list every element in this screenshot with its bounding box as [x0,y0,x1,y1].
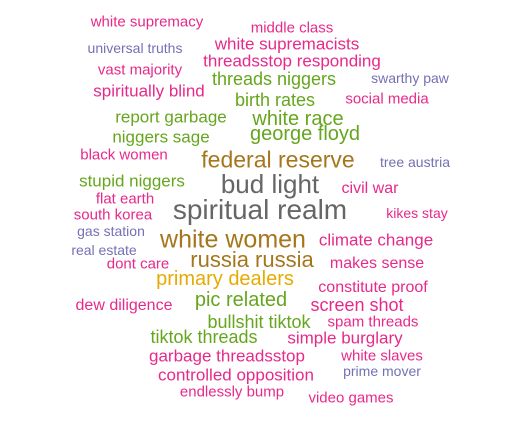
word-george-floyd: george floyd [249,123,361,145]
word-report-garbage: report garbage [115,107,227,127]
word-controlled-opposition: controlled opposition [158,365,314,385]
word-bud-light: bud light [220,169,320,199]
word-tree-austria: tree austria [379,154,451,170]
word-civil-war: civil war [341,180,399,197]
word-simple-burglary: simple burglary [287,328,403,348]
word-russia-russia: russia russia [190,247,314,272]
word-garbage-threadsstop: garbage threadsstop [149,346,305,366]
word-screen-shot: screen shot [310,295,404,315]
word-climate-change: climate change [318,230,434,250]
word-threads-niggers: threads niggers [211,69,337,89]
word-niggers-sage: niggers sage [112,127,210,147]
word-white-slaves: white slaves [341,347,423,365]
word-threadsstop-responding: threadsstop responding [203,51,381,71]
word-universal-truths: universal truths [87,40,183,56]
word-dont-care: dont care [106,255,170,273]
word-vast-majority: vast majority [97,61,183,79]
word-white-race: white race [252,108,344,130]
word-stupid-niggers: stupid niggers [79,171,185,191]
word-white-supremacists: white supremacists [214,34,360,54]
word-primary-dealers: primary dealers [156,268,294,290]
word-dew-diligence: dew diligence [75,297,173,314]
word-kikes-stay: kikes stay [386,205,448,221]
word-black-women: black women [80,146,168,164]
word-middle-class: middle class [250,19,334,37]
word-white-women: white women [160,225,306,254]
word-swarthy-paw: swarthy paw [371,70,449,86]
word-birth-rates: birth rates [234,90,316,110]
word-video-games: video games [308,389,394,407]
word-tiktok-threads: tiktok threads [150,327,258,347]
word-spiritually-blind: spiritually blind [93,81,205,101]
word-federal-reserve: federal reserve [201,146,355,173]
word-endlessly-bump: endlessly bump [179,383,285,401]
word-flat-earth: flat earth [95,190,155,208]
word-south-korea: south korea [73,206,153,224]
word-pic-related: pic related [194,289,288,311]
word-real-estate: real estate [71,242,137,258]
word-spam-threads: spam threads [327,313,419,331]
word-bullshit-tiktok: bullshit tiktok [207,312,311,332]
word-constitute-proof: constitute proof [318,279,428,296]
word-social-media: social media [345,90,429,108]
word-gas-station: gas station [77,223,145,239]
word-white-supremacy: white supremacy [90,13,204,31]
word-spiritual-realm: spiritual realm [172,194,348,225]
word-prime-mover: prime mover [343,363,421,379]
word-makes-sense: makes sense [329,255,425,272]
